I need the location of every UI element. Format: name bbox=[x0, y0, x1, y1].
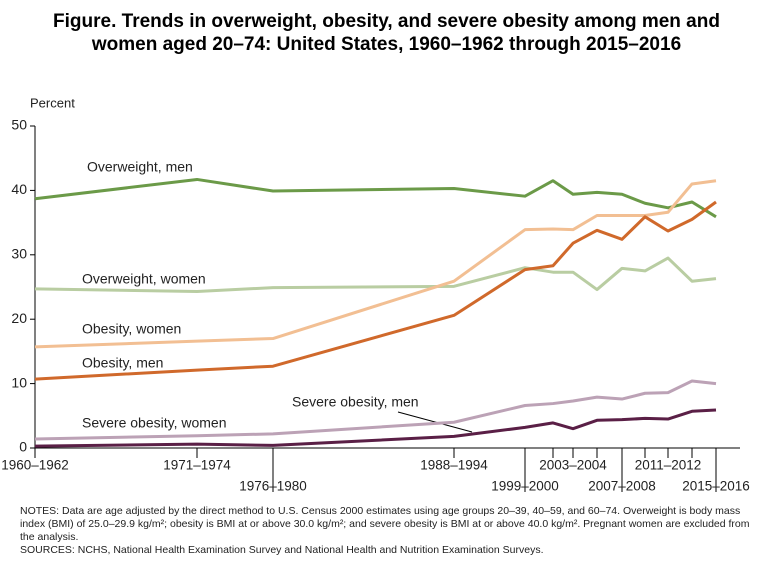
x-tick-label: 1988–1994 bbox=[420, 458, 488, 473]
x-tick-label: 2015–2016 bbox=[682, 479, 750, 494]
x-tick-label: 1960–1962 bbox=[1, 458, 69, 473]
x-tick-label: 2011–2012 bbox=[635, 458, 702, 473]
series-line bbox=[34, 200, 717, 381]
notes-block: NOTES: Data are age adjusted by the dire… bbox=[20, 505, 760, 557]
y-tick-label: 0 bbox=[19, 439, 27, 455]
y-tick-label: 40 bbox=[11, 181, 27, 197]
series-label: Overweight, men bbox=[87, 159, 193, 175]
series-label: Severe obesity, women bbox=[82, 415, 226, 431]
x-tick-label: 1976–1980 bbox=[239, 479, 307, 494]
chart-title: Figure. Trends in overweight, obesity, a… bbox=[53, 11, 720, 55]
series-label: Obesity, men bbox=[82, 355, 163, 371]
y-tick-label: 10 bbox=[11, 374, 27, 390]
series-line bbox=[34, 256, 717, 294]
y-tick-label: 50 bbox=[11, 117, 27, 133]
series-line bbox=[34, 177, 717, 219]
series-label: Overweight, women bbox=[82, 271, 206, 287]
series-line bbox=[34, 179, 717, 349]
y-tick-label: 20 bbox=[11, 310, 27, 326]
x-tick-label: 1999–2000 bbox=[491, 479, 559, 494]
series-line bbox=[34, 379, 717, 441]
y-axis-label: Percent bbox=[30, 95, 75, 110]
notes: NOTES: Data are age adjusted by the dire… bbox=[20, 505, 750, 543]
x-tick-label: 1971–1974 bbox=[163, 458, 231, 473]
series-label: Severe obesity, men bbox=[292, 394, 419, 410]
series-label: Obesity, women bbox=[82, 321, 181, 337]
series-line bbox=[34, 408, 717, 448]
x-tick-label: 2007–2008 bbox=[588, 479, 656, 494]
sources: SOURCES: NCHS, National Health Examinati… bbox=[20, 544, 544, 556]
x-tick-label: 2003–2004 bbox=[539, 458, 607, 473]
y-tick-label: 30 bbox=[11, 246, 27, 262]
